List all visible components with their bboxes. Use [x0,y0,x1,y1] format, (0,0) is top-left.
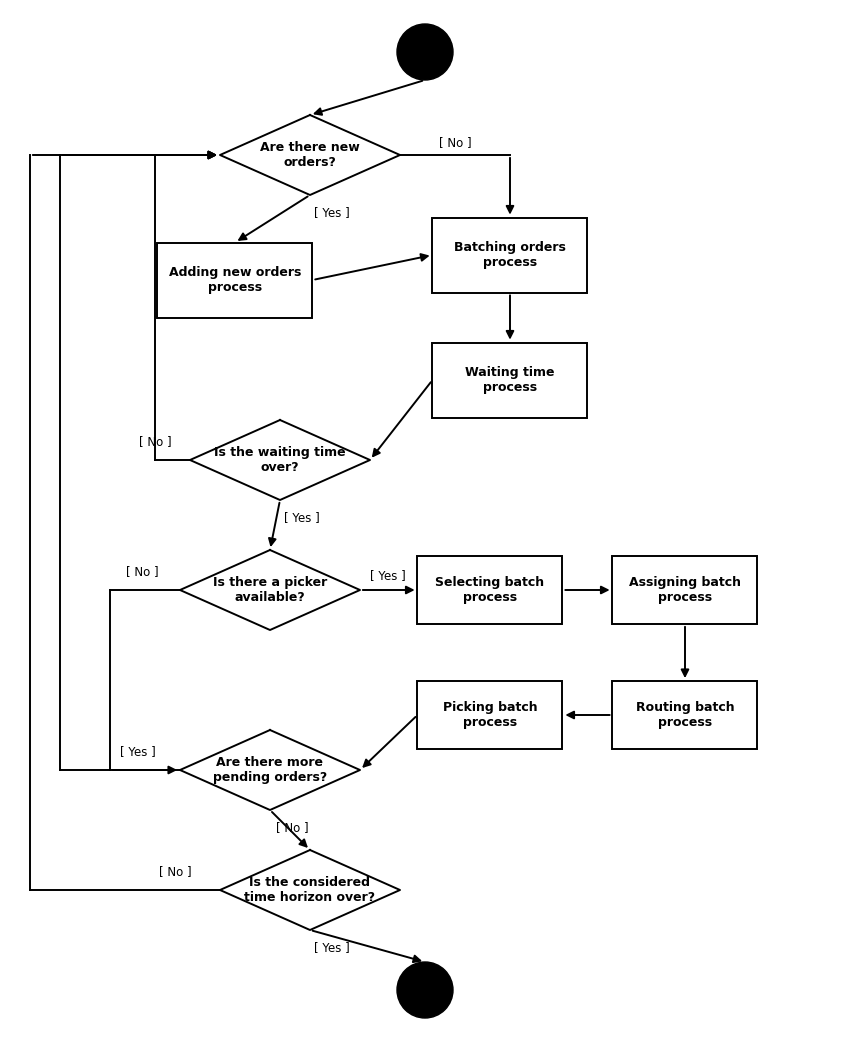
Text: [ No ]: [ No ] [139,435,172,449]
Circle shape [397,24,453,79]
Text: [ No ]: [ No ] [159,865,191,879]
Text: [ No ]: [ No ] [439,136,471,150]
Text: Routing batch
process: Routing batch process [636,701,734,729]
FancyBboxPatch shape [433,342,587,417]
Text: Selecting batch
process: Selecting batch process [435,576,545,604]
Text: Are there more
pending orders?: Are there more pending orders? [212,756,327,784]
FancyBboxPatch shape [613,556,757,624]
Text: [ Yes ]: [ Yes ] [314,206,350,220]
Text: Waiting time
process: Waiting time process [465,366,555,394]
Text: Is the considered
time horizon over?: Is the considered time horizon over? [245,876,376,904]
Text: [ Yes ]: [ Yes ] [120,746,156,758]
Text: Is there a picker
available?: Is there a picker available? [212,576,327,604]
Text: Adding new orders
process: Adding new orders process [169,266,301,294]
Text: [ Yes ]: [ Yes ] [314,941,350,955]
Text: Batching orders
process: Batching orders process [454,241,566,269]
FancyBboxPatch shape [157,243,313,318]
Text: [ Yes ]: [ Yes ] [284,511,320,524]
FancyBboxPatch shape [417,556,563,624]
Text: Picking batch
process: Picking batch process [443,701,537,729]
FancyBboxPatch shape [433,218,587,293]
FancyBboxPatch shape [417,681,563,749]
Text: Assigning batch
process: Assigning batch process [629,576,741,604]
Text: Are there new
orders?: Are there new orders? [260,141,360,169]
FancyBboxPatch shape [613,681,757,749]
Text: [ Yes ]: [ Yes ] [370,569,405,583]
Circle shape [397,962,453,1018]
Text: [ No ]: [ No ] [275,821,309,835]
Text: [ No ]: [ No ] [126,566,158,578]
Text: Is the waiting time
over?: Is the waiting time over? [214,446,346,474]
